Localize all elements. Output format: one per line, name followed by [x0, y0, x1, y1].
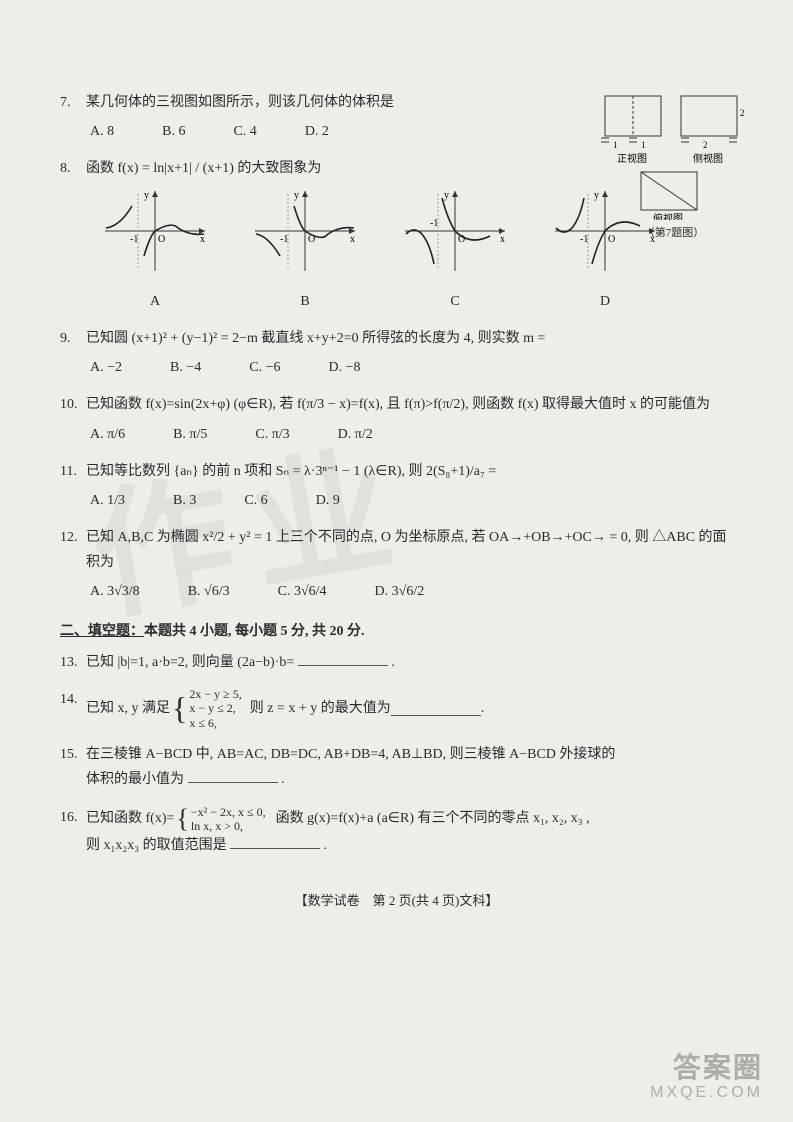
svg-text:O: O: [158, 234, 165, 245]
q7-number: 7.: [60, 90, 86, 115]
q14-sys-l2: x − y ≤ 2,: [189, 701, 241, 715]
q10-option-c: C. π/3: [255, 422, 289, 447]
q7-option-b: B. 6: [162, 119, 185, 144]
q7-option-d: D. 2: [305, 119, 329, 144]
svg-text:1: 1: [641, 140, 646, 150]
q10-text: 已知函数 f(x)=sin(2x+φ) (φ∈R), 若 f(π/3 − x)=…: [86, 392, 733, 417]
q14-text-before: 已知 x, y 满足: [86, 696, 170, 721]
q16-l2-before: 则 x₁x₂x₃ 的取值范围是: [86, 838, 227, 853]
q15-blank: [188, 768, 278, 783]
svg-text:-1: -1: [430, 218, 438, 229]
q16-blank: [230, 834, 320, 849]
q8-label-c: C: [400, 289, 510, 314]
q13-text-after: .: [391, 655, 395, 670]
q13-blank: [298, 651, 388, 666]
svg-text:2: 2: [703, 140, 708, 150]
q10-option-a: A. π/6: [90, 422, 125, 447]
q12-number: 12.: [60, 525, 86, 550]
q13-text-before: 已知 |b|=1, a·b=2, 则向量 (2a−b)·b=: [86, 655, 294, 670]
svg-text:y: y: [444, 190, 449, 201]
q7-option-a: A. 8: [90, 119, 114, 144]
q12-option-d: D. 3√6/2: [375, 579, 425, 604]
q15-line1: 在三棱锥 A−BCD 中, AB=AC, DB=DC, AB+DB=4, AB⊥…: [86, 747, 615, 762]
q14-blank: [391, 701, 481, 716]
svg-text:x: x: [350, 234, 355, 245]
q16-number: 16.: [60, 805, 86, 830]
q10-option-b: B. π/5: [173, 422, 207, 447]
q7-diagram-caption: （第7题图）: [599, 224, 749, 244]
q8-option-b-graph: xy -1O B: [250, 186, 360, 314]
page-footer: 【数学试卷 第 2 页(共 4 页)文科】: [60, 889, 733, 912]
question-15: 15. 在三棱锥 A−BCD 中, AB=AC, DB=DC, AB+DB=4,…: [60, 742, 733, 792]
q16-piece2: ln x, x > 0,: [191, 819, 266, 833]
question-16: 16. 已知函数 f(x)= { −x² − 2x, x ≤ 0, ln x, …: [60, 805, 733, 859]
watermark: 答案圈 MXQE.COM: [650, 1046, 763, 1102]
q16-text-before: 已知函数 f(x)=: [86, 806, 174, 831]
side-view-label: 侧视图: [693, 152, 723, 165]
q14-sys-l3: x ≤ 6,: [189, 716, 241, 730]
q9-option-b: B. −4: [170, 355, 201, 380]
svg-text:x: x: [500, 234, 505, 245]
q12-option-c: C. 3√6/4: [278, 579, 327, 604]
q16-text-mid: 函数 g(x)=f(x)+a (a∈R) 有三个不同的零点 x₁, x₂, x₃…: [276, 806, 590, 831]
q11-option-a: A. 1/3: [90, 488, 125, 513]
watermark-line2: MXQE.COM: [650, 1084, 763, 1102]
q14-text-mid: 则 z = x + y 的最大值为: [250, 696, 391, 721]
q15-text-before: 体积的最小值为: [86, 772, 184, 787]
q8-number: 8.: [60, 156, 86, 181]
q16-piece1: −x² − 2x, x ≤ 0,: [191, 805, 266, 819]
q8-label-d: D: [550, 289, 660, 314]
svg-text:y: y: [294, 190, 299, 201]
q8-option-a-graph: x y -1 O A: [100, 186, 210, 314]
watermark-line1: 答案圈: [650, 1046, 763, 1086]
q9-text: 已知圆 (x+1)² + (y−1)² = 2−m 截直线 x+y+2=0 所得…: [86, 326, 733, 351]
q8-label-b: B: [250, 289, 360, 314]
q8-label-a: A: [100, 289, 210, 314]
exam-page: 1 1 正视图 2 2 侧视图 俯视图 （第7题图） 7. 某几何体的三视图如图…: [0, 0, 793, 952]
q7-option-c: C. 4: [233, 119, 256, 144]
q12-option-b: B. √6/3: [188, 579, 230, 604]
front-view-label: 正视图: [617, 152, 647, 165]
svg-text:-1: -1: [580, 234, 588, 245]
q12-text: 已知 A,B,C 为椭圆 x²/2 + y² = 1 上三个不同的点, O 为坐…: [86, 525, 733, 575]
svg-text:-1: -1: [280, 234, 288, 245]
q8-option-c-graph: xy -1O C: [400, 186, 510, 314]
section-2-header: 二、填空题：本题共 4 小题, 每小题 5 分, 共 20 分.: [60, 619, 733, 644]
q9-option-d: D. −8: [328, 355, 360, 380]
svg-text:1: 1: [613, 140, 618, 150]
q11-option-c: C. 6: [244, 488, 267, 513]
svg-text:x: x: [200, 234, 205, 245]
q9-option-c: C. −6: [249, 355, 280, 380]
q10-option-d: D. π/2: [338, 422, 373, 447]
top-view-label: 俯视图: [653, 212, 683, 220]
question-14: 14. 已知 x, y 满足 { 2x − y ≥ 5, x − y ≤ 2, …: [60, 687, 733, 730]
q15-number: 15.: [60, 742, 86, 767]
q15-text-after: .: [281, 772, 285, 787]
q14-number: 14.: [60, 687, 86, 712]
q11-number: 11.: [60, 459, 86, 484]
q10-number: 10.: [60, 392, 86, 417]
q11-option-d: D. 9: [316, 488, 340, 513]
q11-option-b: B. 3: [173, 488, 196, 513]
svg-text:2: 2: [740, 108, 745, 118]
q13-number: 13.: [60, 650, 86, 675]
section-2-subtitle: 本题共 4 小题, 每小题 5 分, 共 20 分.: [144, 624, 365, 639]
q11-text: 已知等比数列 {aₙ} 的前 n 项和 Sₙ = λ·3ⁿ⁻¹ − 1 (λ∈R…: [86, 459, 733, 484]
q9-option-a: A. −2: [90, 355, 122, 380]
q14-text-after: .: [481, 696, 485, 721]
question-10: 10. 已知函数 f(x)=sin(2x+φ) (φ∈R), 若 f(π/3 −…: [60, 392, 733, 446]
svg-text:-1: -1: [130, 234, 138, 245]
question-13: 13. 已知 |b|=1, a·b=2, 则向量 (2a−b)·b= .: [60, 650, 733, 675]
q7-three-view-diagram: 1 1 正视图 2 2 侧视图 俯视图 （第7题图）: [599, 90, 749, 244]
q9-number: 9.: [60, 326, 86, 351]
question-11: 11. 已知等比数列 {aₙ} 的前 n 项和 Sₙ = λ·3ⁿ⁻¹ − 1 …: [60, 459, 733, 513]
section-2-title: 二、填空题：: [60, 624, 144, 639]
q12-option-a: A. 3√3/8: [90, 579, 140, 604]
q14-sys-l1: 2x − y ≥ 5,: [189, 687, 241, 701]
question-12: 12. 已知 A,B,C 为椭圆 x²/2 + y² = 1 上三个不同的点, …: [60, 525, 733, 605]
q16-text-after: .: [324, 838, 328, 853]
three-view-svg: 1 1 正视图 2 2 侧视图 俯视图: [599, 90, 749, 220]
svg-text:y: y: [144, 190, 149, 201]
question-9: 9. 已知圆 (x+1)² + (y−1)² = 2−m 截直线 x+y+2=0…: [60, 326, 733, 380]
